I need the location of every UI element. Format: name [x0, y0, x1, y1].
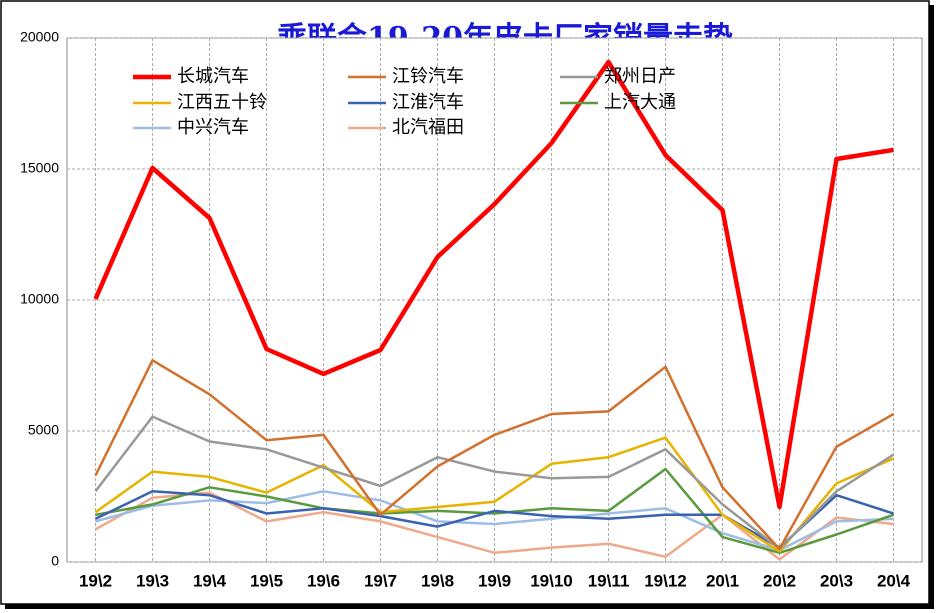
- series-line: [94, 436, 895, 553]
- x-tick-label: 19\11: [588, 571, 630, 590]
- x-tick-label: 19\6: [307, 571, 340, 590]
- legend-label: 北汽福田: [392, 117, 464, 138]
- x-tick-label: 19\2: [79, 571, 112, 590]
- legend-label: 江淮汽车: [392, 92, 464, 113]
- y-tick-label: 20000: [20, 29, 59, 45]
- x-tick-label: 20\2: [763, 571, 796, 590]
- legend-label: 长城汽车: [177, 66, 249, 87]
- y-tick-label: 10000: [20, 291, 59, 307]
- series-line: [95, 467, 894, 555]
- x-tick-label: 19\10: [530, 571, 573, 590]
- y-tick-label: 0: [51, 553, 59, 569]
- y-tick-label: 5000: [28, 422, 59, 438]
- x-tick-label: 20\3: [820, 571, 853, 590]
- legend-label: 江西五十铃: [177, 92, 267, 113]
- x-tick-label: 19\8: [421, 571, 454, 590]
- x-tick-label: 19\9: [478, 571, 511, 590]
- series-line: [94, 490, 894, 549]
- legend-label: 中兴汽车: [177, 117, 249, 138]
- x-tick-label: 19\12: [644, 571, 687, 590]
- x-tick-label: 20\4: [877, 571, 911, 590]
- x-tick-label: 19\3: [136, 571, 169, 590]
- series-line: [94, 415, 895, 551]
- x-tick-label: 19\5: [250, 571, 283, 590]
- x-tick-label: 20\1: [706, 571, 739, 590]
- legend-label: 郑州日产: [604, 66, 676, 87]
- series-line: [94, 359, 895, 551]
- legend-label: 上汽大通: [604, 92, 676, 113]
- x-tick-label: 19\7: [364, 571, 397, 590]
- y-tick-label: 15000: [20, 160, 59, 176]
- series-line: [93, 59, 894, 510]
- legend-label: 江铃汽车: [392, 66, 464, 87]
- x-tick-label: 19\4: [193, 571, 227, 590]
